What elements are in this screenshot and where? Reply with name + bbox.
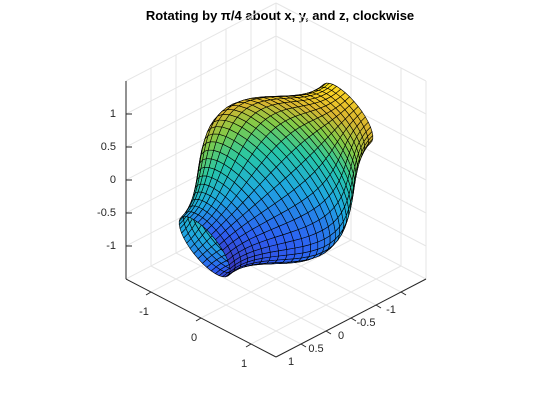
axis-layer [125, 81, 427, 358]
grid-edge [275, 2, 427, 82]
z-tick-label: -1 [106, 240, 116, 252]
grid-line [125, 35, 277, 115]
z-tick-label: 1 [110, 108, 116, 120]
y-tick-mark [400, 291, 407, 296]
z-tick-label: 0 [110, 174, 116, 186]
z-tick-label: 0.5 [101, 141, 116, 153]
y-tick-label: -0.5 [357, 317, 376, 329]
x-tick-mark [195, 317, 202, 322]
grid-line [150, 265, 302, 345]
surface-patch [255, 109, 271, 120]
x-tick-mark [145, 291, 152, 296]
grid-line [125, 68, 277, 148]
y-tick-mark [350, 317, 357, 322]
y-tick-mark [300, 343, 307, 348]
grid-line [275, 35, 427, 115]
y-tick-label: -1 [386, 304, 396, 316]
y-tick-mark [325, 330, 332, 335]
surface-patch [331, 86, 342, 94]
x-tick-label: -1 [139, 306, 149, 318]
tick-labels: -1 0 1 -1 -0.5 0 0.5 1 -1 -0.5 0 0.5 1 [97, 108, 396, 370]
x-tick-mark [245, 343, 252, 348]
y-tick-label: 0 [338, 330, 344, 342]
y-tick-label: 1 [288, 356, 294, 368]
barrel-surface [178, 82, 374, 278]
z-tick-label: -0.5 [97, 207, 116, 219]
grid-line [175, 252, 327, 332]
x-tick-label: 1 [241, 358, 247, 370]
y-tick-label: 0.5 [308, 343, 323, 355]
x-tick-label: 0 [191, 332, 197, 344]
y-tick-mark [375, 304, 382, 309]
chart-title: Rotating by π/4 about x, y, and z, clock… [145, 8, 415, 23]
grid-edge [125, 2, 277, 82]
